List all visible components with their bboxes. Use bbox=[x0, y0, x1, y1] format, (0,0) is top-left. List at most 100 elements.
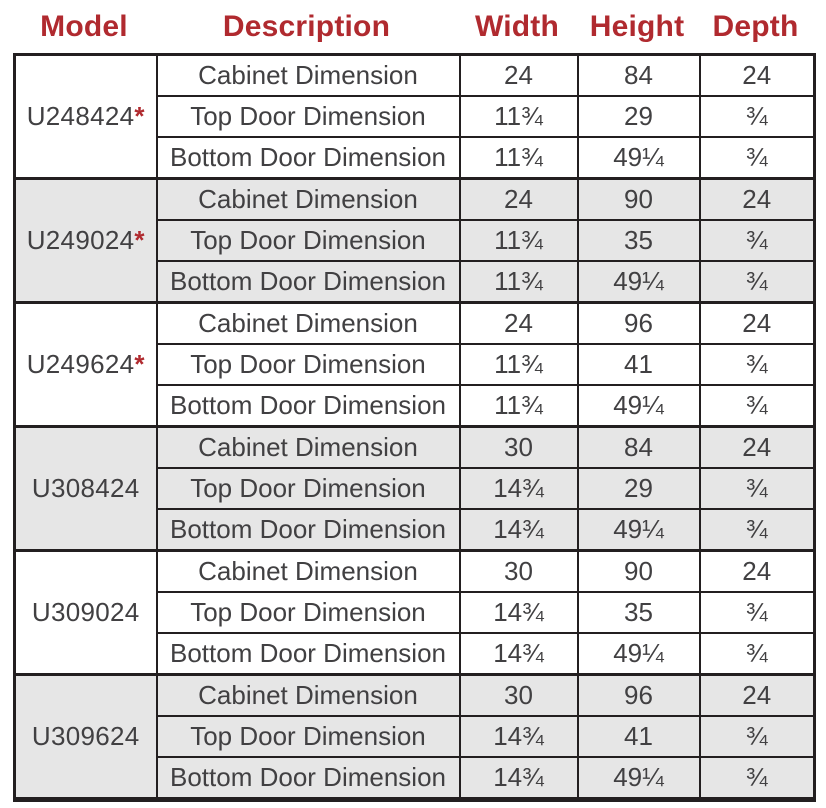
width-cell: 24 bbox=[458, 177, 579, 221]
description-cell: Bottom Door Dimension bbox=[155, 260, 461, 304]
table-row: U309024 Cabinet Dimension 30 90 24 bbox=[13, 549, 816, 676]
depth-cell: ¾ bbox=[698, 467, 816, 510]
model-group-u248424: U248424* Cabinet Dimension 24 84 24 Top … bbox=[13, 53, 816, 180]
model-group-u249024: U249024* Cabinet Dimension 24 90 24 Top … bbox=[13, 177, 816, 304]
spec-sheet: Model Description Width Height Depth U24… bbox=[13, 0, 816, 802]
model-group-u308424: U308424 Cabinet Dimension 30 84 24 Top D… bbox=[13, 425, 816, 552]
width-cell: 14¾ bbox=[458, 632, 579, 676]
description-cell: Bottom Door Dimension bbox=[155, 756, 461, 801]
table-row: U248424* Cabinet Dimension 24 84 24 bbox=[13, 53, 816, 180]
depth-cell: 24 bbox=[698, 549, 816, 593]
height-cell: 49¼ bbox=[576, 508, 701, 552]
depth-cell: 24 bbox=[698, 53, 816, 97]
table-header: Model Description Width Height Depth bbox=[13, 0, 813, 53]
model-group-u249624: U249624* Cabinet Dimension 24 96 24 Top … bbox=[13, 301, 816, 428]
model-group-u309624: U309624 Cabinet Dimension 30 96 24 Top D… bbox=[13, 673, 816, 801]
depth-cell: ¾ bbox=[698, 508, 816, 552]
height-cell: 35 bbox=[576, 219, 701, 262]
width-cell: 30 bbox=[458, 549, 579, 593]
height-cell: 90 bbox=[576, 177, 701, 221]
description-cell: Bottom Door Dimension bbox=[155, 136, 461, 180]
description-cell: Cabinet Dimension bbox=[155, 301, 461, 345]
height-cell: 84 bbox=[576, 425, 701, 469]
model-cell: U309624 bbox=[13, 673, 158, 801]
description-cell: Bottom Door Dimension bbox=[155, 508, 461, 552]
depth-cell: ¾ bbox=[698, 632, 816, 676]
height-cell: 84 bbox=[576, 53, 701, 97]
table-row: U308424 Cabinet Dimension 30 84 24 bbox=[13, 425, 816, 552]
depth-cell: ¾ bbox=[698, 756, 816, 801]
model-label: U309024 bbox=[31, 597, 140, 627]
model-cell: U309024 bbox=[13, 549, 158, 676]
model-asterisk: * bbox=[134, 349, 145, 379]
depth-cell: ¾ bbox=[698, 95, 816, 138]
model-label: U249624 bbox=[26, 349, 135, 379]
table-row: Bottom Door Dimension 11¾ 49¼ ¾ bbox=[15, 260, 816, 304]
model-asterisk: * bbox=[134, 225, 145, 255]
table-row: Top Door Dimension 11¾ 35 ¾ bbox=[15, 219, 816, 262]
height-cell: 49¼ bbox=[576, 260, 701, 304]
table-row: Top Door Dimension 14¾ 35 ¾ bbox=[15, 591, 816, 634]
model-asterisk: * bbox=[134, 101, 145, 131]
model-label: U248424 bbox=[26, 101, 135, 131]
table-row: Bottom Door Dimension 11¾ 49¼ ¾ bbox=[15, 136, 816, 180]
model-cell: U249624* bbox=[13, 301, 158, 428]
table-row: Top Door Dimension 14¾ 29 ¾ bbox=[15, 467, 816, 510]
description-cell: Cabinet Dimension bbox=[155, 549, 461, 593]
width-cell: 30 bbox=[458, 425, 579, 469]
table-row: Top Door Dimension 14¾ 41 ¾ bbox=[15, 715, 816, 758]
description-cell: Cabinet Dimension bbox=[155, 673, 461, 717]
depth-cell: 24 bbox=[698, 301, 816, 345]
model-cell: U249024* bbox=[13, 177, 158, 304]
height-cell: 49¼ bbox=[576, 756, 701, 801]
width-cell: 14¾ bbox=[458, 756, 579, 801]
dimensions-table: U248424* Cabinet Dimension 24 84 24 Top … bbox=[13, 53, 816, 802]
height-cell: 29 bbox=[576, 467, 701, 510]
height-cell: 41 bbox=[576, 715, 701, 758]
header-depth: Depth bbox=[712, 9, 799, 43]
width-cell: 30 bbox=[458, 673, 579, 717]
depth-cell: ¾ bbox=[698, 591, 816, 634]
depth-cell: ¾ bbox=[698, 343, 816, 386]
description-cell: Top Door Dimension bbox=[155, 715, 461, 758]
depth-cell: ¾ bbox=[698, 384, 816, 428]
depth-cell: ¾ bbox=[698, 260, 816, 304]
table-row: Bottom Door Dimension 11¾ 49¼ ¾ bbox=[15, 384, 816, 428]
width-cell: 11¾ bbox=[458, 343, 579, 386]
header-width: Width bbox=[474, 9, 560, 43]
table-row: Top Door Dimension 11¾ 29 ¾ bbox=[15, 95, 816, 138]
height-cell: 35 bbox=[576, 591, 701, 634]
description-cell: Top Door Dimension bbox=[155, 591, 461, 634]
description-cell: Top Door Dimension bbox=[155, 343, 461, 386]
table-row: Bottom Door Dimension 14¾ 49¼ ¾ bbox=[15, 508, 816, 552]
width-cell: 11¾ bbox=[458, 384, 579, 428]
height-cell: 29 bbox=[576, 95, 701, 138]
model-group-u309024: U309024 Cabinet Dimension 30 90 24 Top D… bbox=[13, 549, 816, 676]
table-row: Top Door Dimension 11¾ 41 ¾ bbox=[15, 343, 816, 386]
width-cell: 24 bbox=[458, 301, 579, 345]
height-cell: 90 bbox=[576, 549, 701, 593]
model-label: U308424 bbox=[31, 473, 140, 503]
height-cell: 49¼ bbox=[576, 632, 701, 676]
width-cell: 11¾ bbox=[458, 95, 579, 138]
table-row: Bottom Door Dimension 14¾ 49¼ ¾ bbox=[15, 632, 816, 676]
width-cell: 14¾ bbox=[458, 467, 579, 510]
height-cell: 41 bbox=[576, 343, 701, 386]
depth-cell: ¾ bbox=[698, 136, 816, 180]
model-label: U249024 bbox=[26, 225, 135, 255]
table-row: Bottom Door Dimension 14¾ 49¼ ¾ bbox=[15, 756, 816, 801]
table-row: U309624 Cabinet Dimension 30 96 24 bbox=[13, 673, 816, 801]
description-cell: Top Door Dimension bbox=[155, 219, 461, 262]
description-cell: Top Door Dimension bbox=[155, 467, 461, 510]
width-cell: 14¾ bbox=[458, 715, 579, 758]
table-row: U249024* Cabinet Dimension 24 90 24 bbox=[13, 177, 816, 304]
model-cell: U248424* bbox=[13, 53, 158, 180]
depth-cell: 24 bbox=[698, 673, 816, 717]
width-cell: 11¾ bbox=[458, 260, 579, 304]
depth-cell: 24 bbox=[698, 425, 816, 469]
height-cell: 96 bbox=[576, 673, 701, 717]
description-cell: Cabinet Dimension bbox=[155, 177, 461, 221]
height-cell: 49¼ bbox=[576, 384, 701, 428]
width-cell: 11¾ bbox=[458, 136, 579, 180]
description-cell: Cabinet Dimension bbox=[155, 53, 461, 97]
